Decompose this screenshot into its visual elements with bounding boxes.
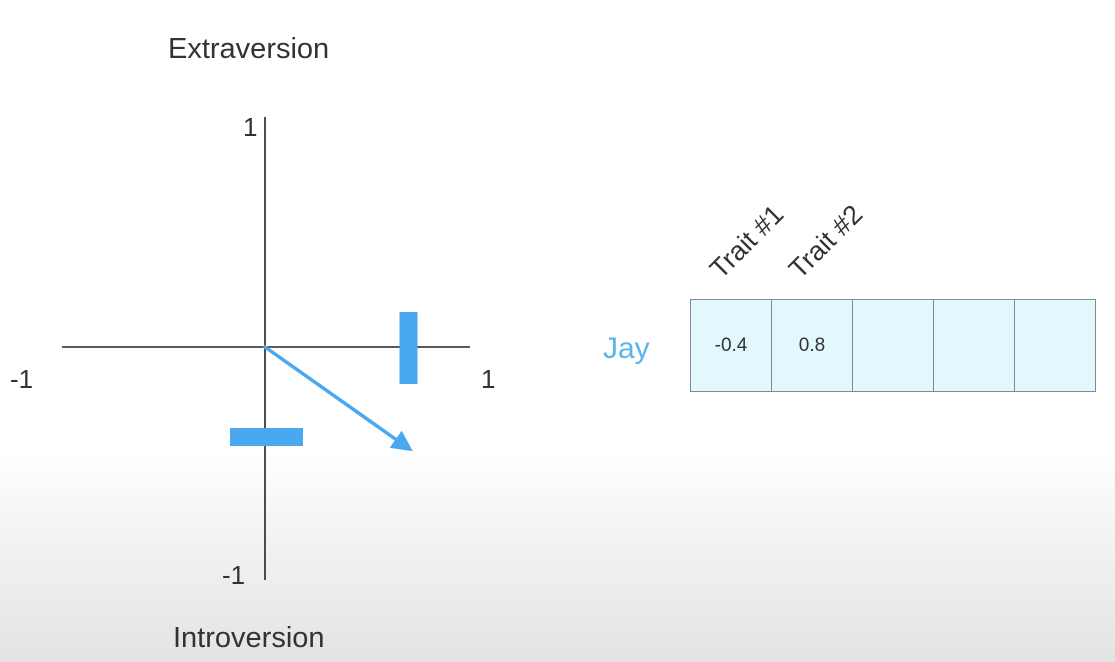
- row-label-jay: Jay: [603, 332, 650, 365]
- tick-label-y-min: -1: [222, 560, 246, 590]
- axis-title-introversion: Introversion: [173, 622, 325, 654]
- table-row: -0.4 0.8: [690, 299, 1096, 392]
- y-value-marker: [230, 428, 303, 446]
- vector-table: -0.4 0.8: [690, 299, 1096, 392]
- tick-label-y-max: 1: [243, 112, 258, 142]
- vector-cell-1: -0.4: [690, 299, 772, 392]
- vector-cell-2: 0.8: [771, 299, 853, 392]
- vector-cell-3: [852, 299, 934, 392]
- x-value-marker: [399, 312, 418, 384]
- tick-label-x-min: -1: [10, 364, 34, 394]
- tick-label-x-max: 1: [481, 364, 496, 394]
- axis-title-extraversion: Extraversion: [168, 33, 330, 65]
- vector-cell-5: [1014, 299, 1096, 392]
- vector-arrow: [263, 345, 413, 452]
- vector-cell-4: [933, 299, 1015, 392]
